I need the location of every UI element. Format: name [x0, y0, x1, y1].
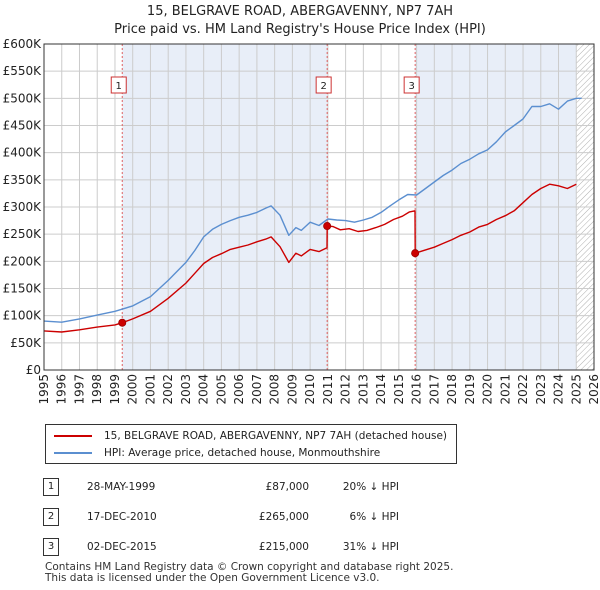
- x-tick-label: 2019: [463, 374, 477, 405]
- sale-price: £215,000: [258, 541, 309, 553]
- x-tick-label: 1995: [37, 374, 51, 405]
- chart-legend: 15, BELGRAVE ROAD, ABERGAVENNY, NP7 7AH …: [45, 424, 457, 464]
- legend-item-hpi: HPI: Average price, detached house, Monm…: [54, 446, 380, 460]
- x-tick-label: 2017: [427, 374, 441, 405]
- x-tick-label: 2012: [339, 374, 353, 405]
- table-row: 2 17-DEC-2010 £265,000 6% ↓ HPI: [43, 502, 399, 532]
- x-tick-label: 1996: [55, 374, 69, 405]
- x-tick-label: 2007: [250, 374, 264, 405]
- sale-price: £87,000: [265, 481, 309, 493]
- x-tick-label: 2005: [214, 374, 228, 405]
- x-tick-label: 2003: [179, 374, 193, 405]
- x-tick-label: 2009: [285, 374, 299, 405]
- x-tick-label: 2006: [232, 374, 246, 405]
- x-tick-label: 1998: [90, 374, 104, 405]
- hpi-line: [43, 97, 582, 323]
- plot-frame: [43, 43, 595, 371]
- sale-point: [118, 318, 127, 327]
- sale-label-number: 3: [408, 81, 414, 92]
- price-chart: 1 2 3 £0 £50K £100K £150K £200K £250K £300K £350K…: [3, 37, 600, 405]
- x-tick-label: 2024: [552, 374, 566, 405]
- sale-marker-badge: 1: [43, 478, 59, 496]
- sale-point: [411, 249, 420, 258]
- sale-hpi-diff: 6% ↓ HPI: [349, 511, 399, 523]
- sale-label-box: [315, 76, 332, 94]
- x-tick-label: 2013: [356, 374, 370, 405]
- x-tick-label: 2023: [534, 374, 548, 405]
- sale-label-number: 1: [116, 81, 122, 92]
- legend-item-property: 15, BELGRAVE ROAD, ABERGAVENNY, NP7 7AH …: [54, 429, 447, 443]
- y-tick-label: £0: [26, 363, 41, 377]
- x-tick-label: 2000: [126, 374, 140, 405]
- y-tick-label: £300K: [3, 200, 43, 214]
- chart-title: 15, BELGRAVE ROAD, ABERGAVENNY, NP7 7AH: [146, 4, 454, 19]
- x-tick-label: 2014: [374, 374, 388, 405]
- x-tick-label: 1999: [108, 374, 122, 405]
- sales-table: 1 28-MAY-1999 £87,000 20% ↓ HPI 2 17-DEC…: [43, 472, 399, 562]
- x-tick-label: 2001: [143, 374, 157, 405]
- x-tick-label: 2020: [481, 374, 495, 405]
- property-line-swatch: [54, 435, 92, 437]
- y-tick-label: £150K: [3, 282, 43, 296]
- x-tick-label: 2008: [268, 374, 282, 405]
- footer-licence: This data is licensed under the Open Gov…: [45, 572, 380, 584]
- x-tick-label: 2004: [197, 374, 211, 405]
- x-tick-label: 2026: [587, 374, 600, 405]
- table-row: 3 02-DEC-2015 £215,000 31% ↓ HPI: [43, 532, 399, 562]
- x-tick-label: 2010: [303, 374, 317, 405]
- hpi-line-swatch: [54, 452, 92, 454]
- sale-marker-badge: 2: [43, 508, 59, 526]
- x-tick-label: 2021: [498, 374, 512, 405]
- x-tick-label: 2002: [161, 374, 175, 405]
- x-tick-label: 2015: [392, 374, 406, 405]
- sale-label-box: [403, 76, 420, 94]
- property-price-line: [43, 183, 577, 333]
- sale-label-number: 2: [320, 81, 326, 92]
- y-tick-label: £100K: [3, 309, 43, 323]
- y-tick-label: £550K: [3, 64, 43, 78]
- sale-date: 17-DEC-2010: [87, 511, 157, 523]
- sale-date: 28-MAY-1999: [87, 481, 156, 493]
- sale-price: £265,000: [258, 511, 309, 523]
- y-tick-label: £250K: [3, 227, 43, 241]
- sale-hpi-diff: 31% ↓ HPI: [342, 541, 399, 553]
- sale-hpi-diff: 20% ↓ HPI: [342, 481, 399, 493]
- y-tick-label: £500K: [3, 91, 43, 105]
- chart-subtitle: Price paid vs. HM Land Registry's House …: [114, 22, 486, 37]
- table-row: 1 28-MAY-1999 £87,000 20% ↓ HPI: [43, 472, 399, 502]
- y-tick-label: £350K: [3, 173, 43, 187]
- sale-marker-badge: 3: [43, 538, 59, 556]
- y-tick-label: £400K: [3, 146, 43, 160]
- y-tick-label: £50K: [10, 336, 42, 350]
- legend-label-property: 15, BELGRAVE ROAD, ABERGAVENNY, NP7 7AH …: [104, 430, 448, 442]
- footer-copyright: Contains HM Land Registry data © Crown c…: [45, 561, 454, 573]
- x-tick-label: 1997: [72, 374, 86, 405]
- legend-label-hpi: HPI: Average price, detached house, Monm…: [104, 447, 381, 459]
- x-tick-label: 2016: [410, 374, 424, 405]
- y-tick-label: £600K: [3, 37, 43, 51]
- footer: Contains HM Land Registry data © Crown c…: [45, 562, 453, 584]
- sale-point: [323, 222, 332, 231]
- sale-label-box: [110, 76, 127, 94]
- sale-date: 02-DEC-2015: [87, 541, 157, 553]
- x-tick-label: 2022: [516, 374, 530, 405]
- y-tick-label: £450K: [3, 119, 43, 133]
- y-tick-label: £200K: [3, 254, 43, 268]
- x-tick-label: 2025: [569, 374, 583, 405]
- x-tick-label: 2018: [445, 374, 459, 405]
- x-tick-label: 2011: [321, 374, 335, 405]
